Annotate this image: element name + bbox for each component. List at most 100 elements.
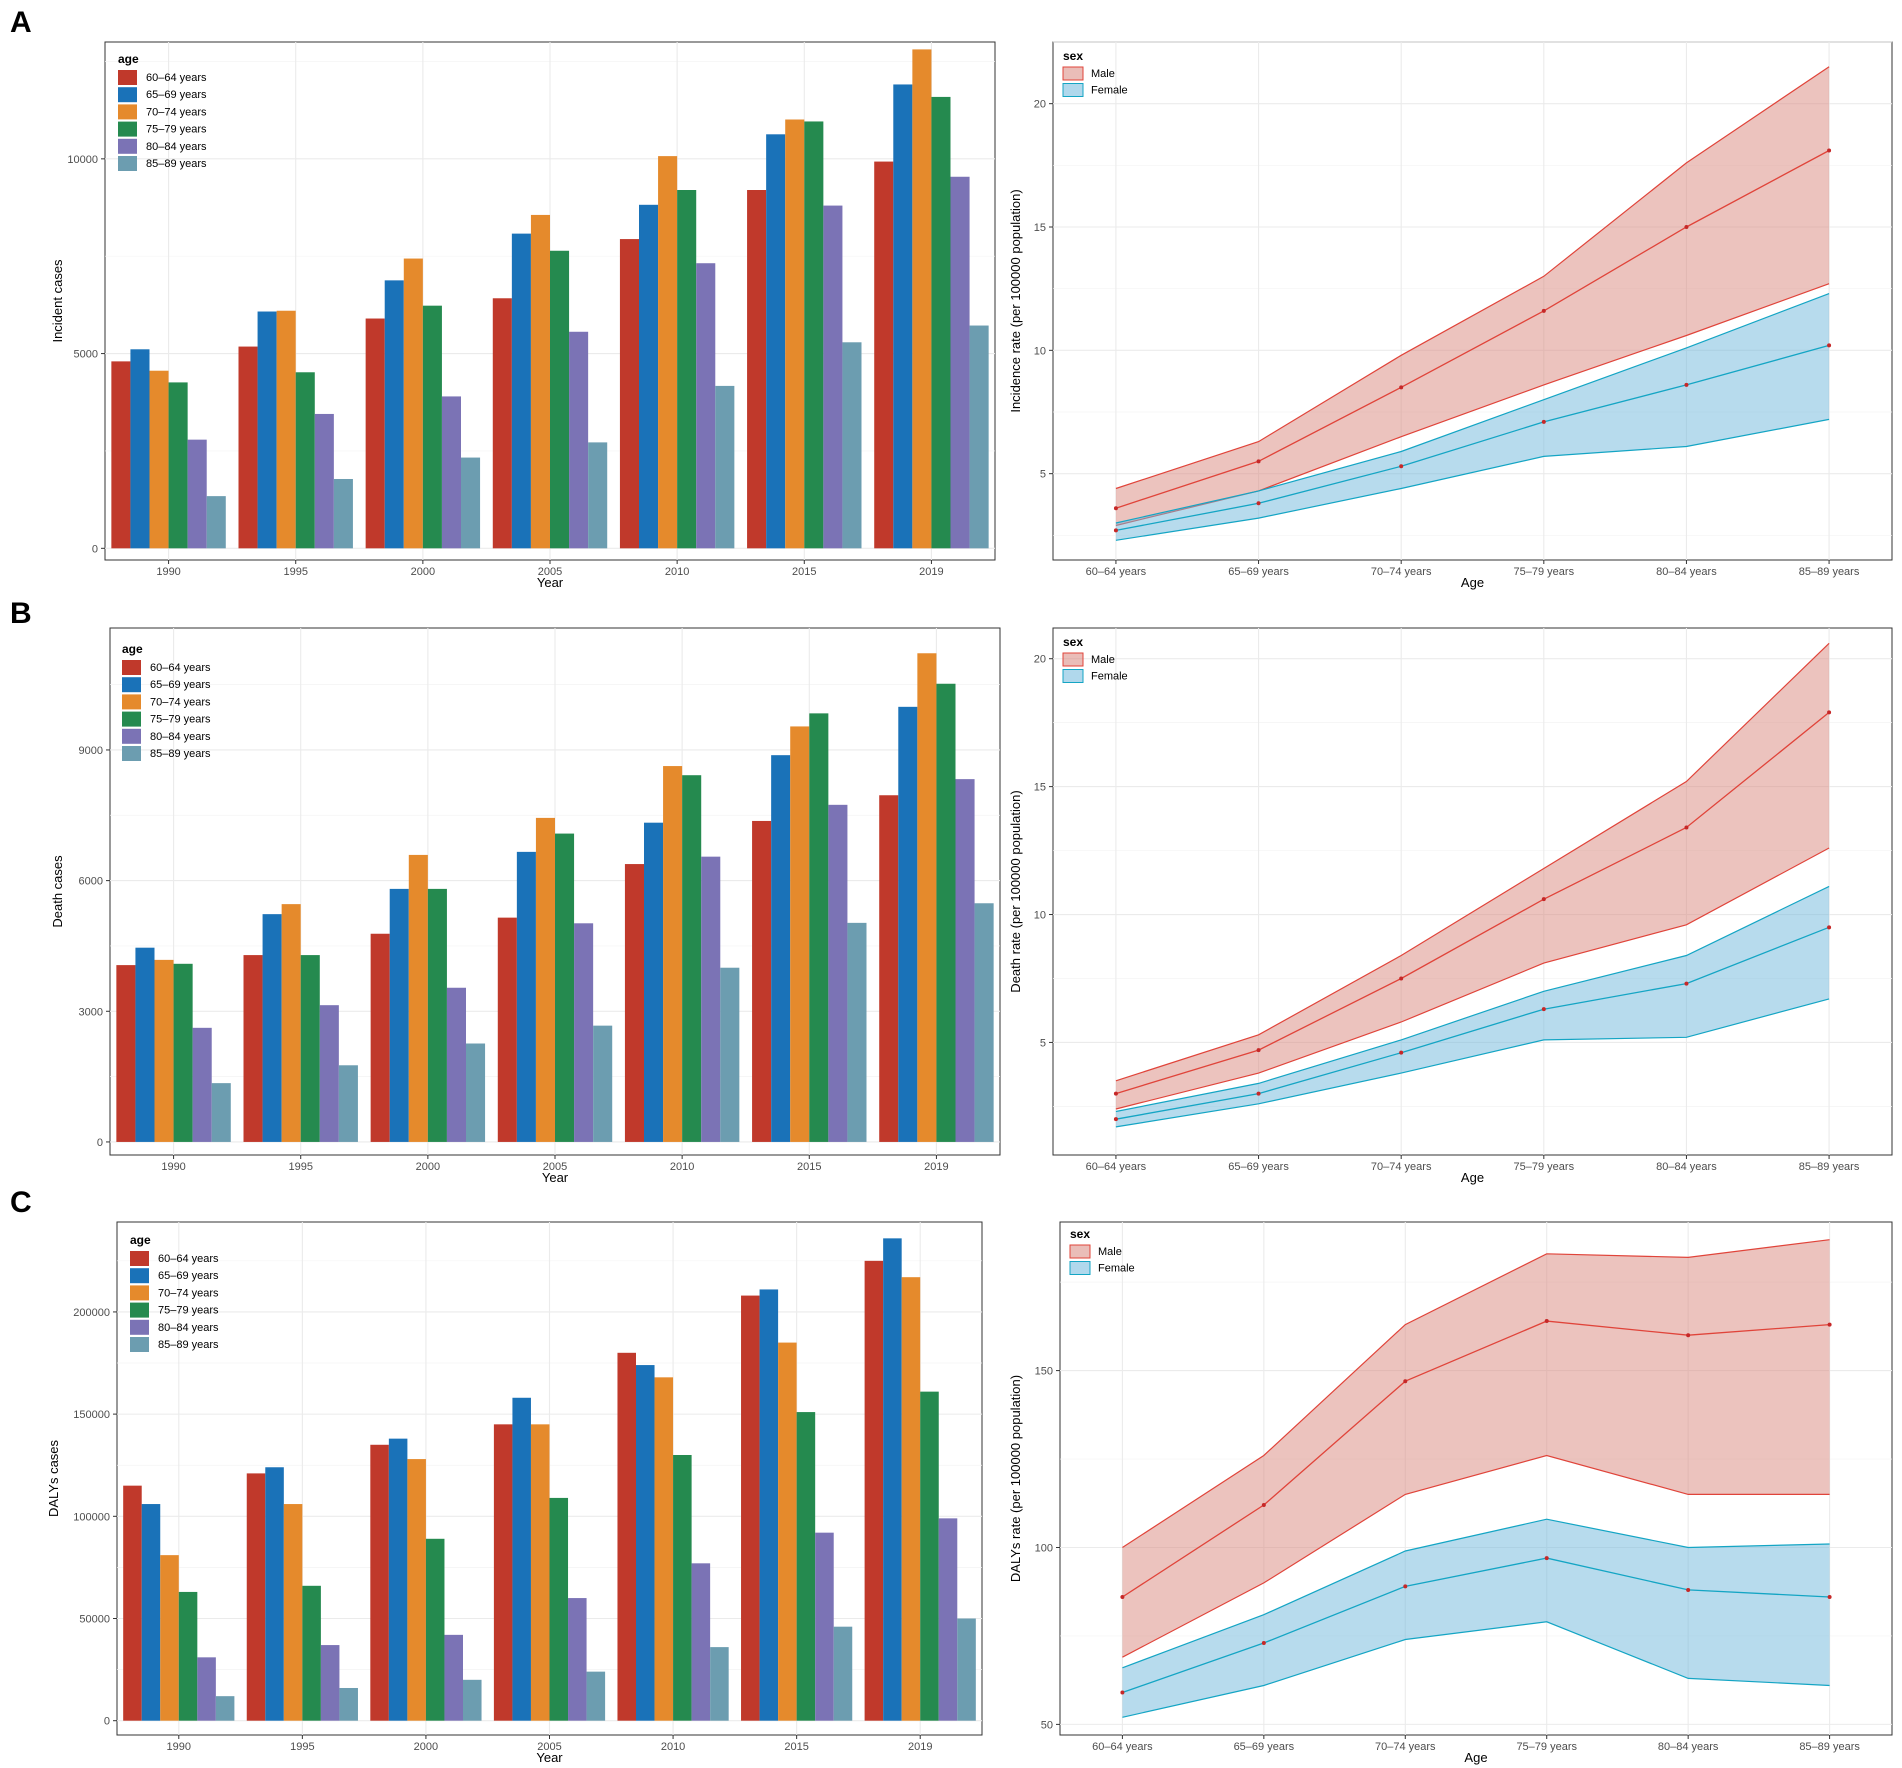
ribbon-upper-male xyxy=(1115,66,1830,490)
bar xyxy=(759,1289,779,1721)
data-point xyxy=(1113,1117,1118,1122)
series-line-female xyxy=(1122,1557,1830,1694)
bar xyxy=(715,385,735,549)
bar xyxy=(516,851,536,1142)
data-point xyxy=(1541,419,1546,424)
legend-swatch xyxy=(122,660,141,675)
bar xyxy=(444,1634,463,1721)
data-point xyxy=(1120,1595,1125,1600)
x-tick-label: 2000 xyxy=(416,1161,440,1173)
y-tick-label: 150000 xyxy=(73,1409,110,1421)
bar xyxy=(912,49,932,549)
x-tick-label: 75–79 years xyxy=(1514,1161,1575,1173)
data-point xyxy=(1827,1322,1832,1327)
bar xyxy=(568,1598,587,1721)
bar xyxy=(276,310,296,549)
chart-b-left: 0 3000 6000 9000 1990 1995 2000 2005 2010 2015 201… xyxy=(50,627,1001,1185)
bar xyxy=(955,779,975,1142)
bar xyxy=(879,795,899,1142)
legend-swatch xyxy=(118,70,137,85)
x-tick-label: 2005 xyxy=(538,566,562,578)
bar xyxy=(957,1618,976,1721)
legend-label: 75–79 years xyxy=(146,124,207,136)
bar xyxy=(187,439,207,549)
legend-swatch xyxy=(1062,652,1084,667)
data-point xyxy=(1827,343,1832,348)
ribbon-male xyxy=(1115,66,1830,526)
y-tick-label: 10 xyxy=(1034,910,1046,922)
chart-c-right: 50 100 150 60–64 years 65–69 years 70–74 year… xyxy=(1008,1221,1893,1765)
bar xyxy=(747,190,767,549)
x-axis-title: Year xyxy=(542,1170,569,1185)
legend-swatch xyxy=(130,1319,149,1335)
bar xyxy=(243,955,263,1142)
bar xyxy=(588,442,608,549)
bar xyxy=(938,1518,958,1721)
bar xyxy=(384,280,404,549)
legend: sex Male Female xyxy=(1069,1227,1135,1275)
x-tick-label: 2005 xyxy=(537,1741,561,1753)
panel-label-a: A xyxy=(10,6,32,39)
legend-label: 70–74 years xyxy=(146,106,207,118)
legend-title: age xyxy=(118,52,139,66)
x-tick-label: 85–89 years xyxy=(1799,1741,1860,1753)
x-tick-label: 2015 xyxy=(797,1161,821,1173)
bar xyxy=(586,1671,606,1721)
bar xyxy=(874,161,894,549)
legend-swatch xyxy=(118,104,137,120)
x-tick-label: 80–84 years xyxy=(1656,1161,1717,1173)
bar xyxy=(511,233,531,549)
bar xyxy=(696,263,716,549)
legend-swatch xyxy=(118,156,137,171)
bar xyxy=(901,1277,921,1721)
legend-swatch xyxy=(122,728,141,744)
bar xyxy=(969,325,989,549)
bar xyxy=(300,955,320,1142)
bar xyxy=(407,1459,426,1721)
legend-swatch xyxy=(122,746,141,761)
legend-swatch xyxy=(130,1302,149,1318)
y-tick-label: 10000 xyxy=(67,154,98,166)
bar xyxy=(936,683,956,1142)
legend: age 60–64 years 65–69 years 70–74 years 75–7… xyxy=(122,642,211,761)
ribbon-upper-male xyxy=(1122,1239,1830,1549)
legend-label: Male xyxy=(1091,654,1115,666)
bar xyxy=(778,1342,797,1721)
bar xyxy=(950,176,970,549)
x-tick-label: 85–89 years xyxy=(1799,1161,1860,1173)
legend-title: sex xyxy=(1063,49,1083,63)
bar xyxy=(466,1043,486,1142)
x-axis-title: Year xyxy=(537,575,564,590)
bar xyxy=(211,1083,231,1142)
legend-title: sex xyxy=(1063,635,1083,649)
data-point xyxy=(1256,459,1261,464)
legend-label: 60–64 years xyxy=(146,72,207,84)
legend-swatch xyxy=(1062,83,1084,97)
x-tick-label: 80–84 years xyxy=(1656,566,1717,578)
bar xyxy=(333,478,353,549)
bar xyxy=(319,1005,339,1142)
chart-c-left: 0 50000 100000 150000 200000 1990 1995 2000 2005… xyxy=(46,1221,983,1765)
bar xyxy=(809,713,829,1142)
bar xyxy=(569,331,589,549)
ribbon-lower-female xyxy=(1122,1621,1830,1718)
legend-swatch xyxy=(1062,66,1084,81)
data-point xyxy=(1827,1595,1832,1600)
legend-swatch xyxy=(130,1251,149,1266)
y-axis-title: Incidence rate (per 100000 population) xyxy=(1008,189,1023,412)
legend: age 60–64 years 65–69 years 70–74 years 75–7… xyxy=(118,52,207,171)
legend-label: 75–79 years xyxy=(150,714,211,726)
ribbon-male xyxy=(1115,643,1830,1109)
y-tick-label: 15 xyxy=(1034,222,1046,234)
bar xyxy=(893,84,913,549)
data-point xyxy=(1399,976,1404,981)
bar xyxy=(135,947,155,1142)
bar xyxy=(701,856,721,1142)
y-tick-label: 50000 xyxy=(79,1614,110,1626)
bar xyxy=(636,1365,655,1721)
x-tick-label: 2015 xyxy=(784,1741,808,1753)
ribbon-female xyxy=(1115,293,1830,541)
legend-swatch xyxy=(1069,1261,1091,1275)
data-point xyxy=(1827,148,1832,153)
legend-label: 85–89 years xyxy=(158,1339,219,1351)
